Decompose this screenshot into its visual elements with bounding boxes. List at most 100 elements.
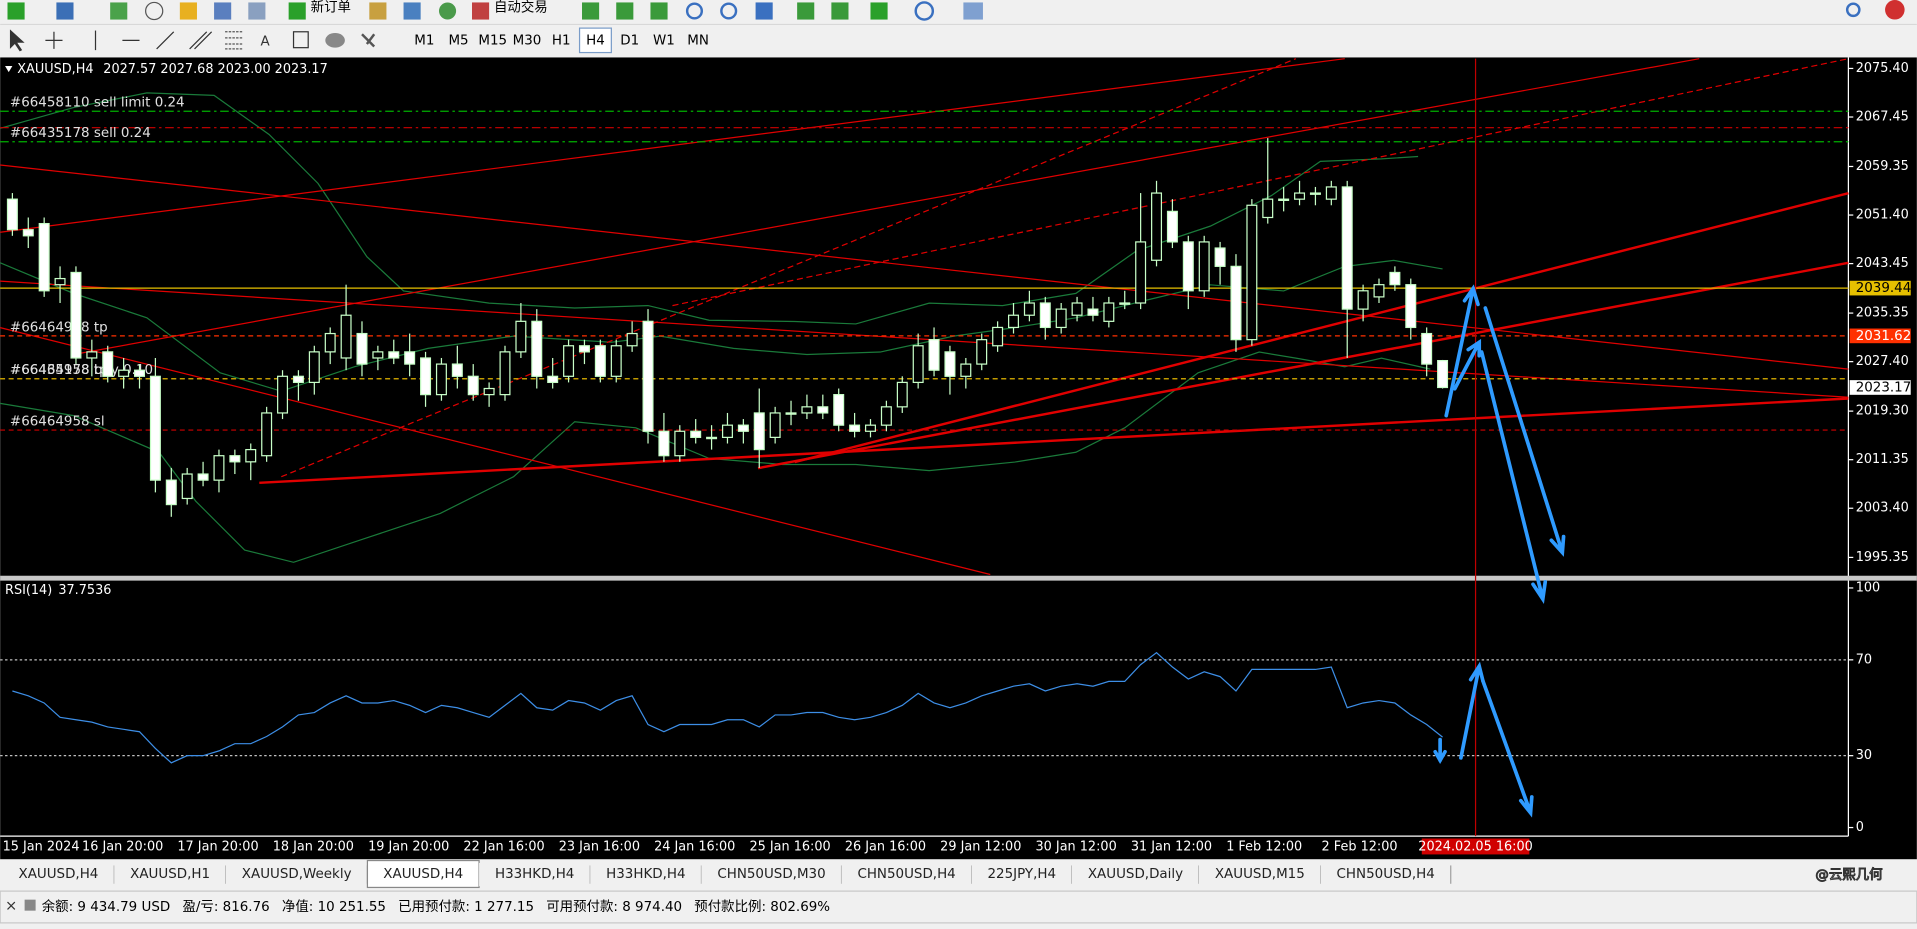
candle-body (1039, 302, 1051, 329)
order-label: #66435178 tp (10, 363, 108, 378)
candle-body (1166, 210, 1178, 243)
candle-body (1389, 271, 1401, 286)
tab-label[interactable]: XAUUSD,Weekly (242, 867, 352, 882)
icon[interactable] (248, 2, 266, 20)
tab[interactable] (590, 862, 702, 887)
tab[interactable] (1071, 862, 1199, 887)
tab-label[interactable]: 225JPY,H4 (988, 867, 1057, 882)
tab-label[interactable]: XAUUSD,H1 (130, 867, 210, 882)
icon[interactable] (755, 2, 773, 20)
rsi-pane: RSI(14) 37.7536 100 70 30 0 (0, 580, 1880, 835)
icon[interactable] (403, 2, 421, 20)
tab[interactable] (1198, 862, 1321, 887)
timeframe-button[interactable]: H4 (586, 33, 605, 48)
icon[interactable] (650, 2, 668, 20)
crosshair-tool[interactable] (45, 31, 63, 49)
candle-body (1405, 284, 1417, 329)
icon[interactable] (179, 2, 197, 20)
price-box (1849, 280, 1911, 296)
auto-trading-icon[interactable] (471, 2, 490, 20)
tab-label[interactable]: CHN50USD,H4 (857, 867, 955, 882)
icon[interactable] (914, 1, 935, 21)
icon[interactable] (56, 2, 74, 20)
fibo-tool[interactable] (225, 31, 243, 50)
candle-body (753, 412, 765, 451)
tab-label[interactable]: XAUUSD,H4 (383, 867, 463, 882)
tab-label[interactable]: H33HKD,H4 (495, 867, 574, 882)
icon[interactable] (582, 2, 600, 20)
icon[interactable] (870, 2, 888, 20)
timeframes: M1 M5 M15 M30 H1 H4 D1 W1 MN (414, 27, 709, 54)
notification-icon[interactable] (1885, 0, 1905, 20)
x-tick-label: 2 Feb 12:00 (1322, 840, 1398, 855)
cursor-tool[interactable] (9, 29, 25, 52)
band-upper (0, 92, 1419, 325)
close-icon[interactable] (7, 901, 16, 910)
tab[interactable] (971, 862, 1072, 887)
x-tick-label: 16 Jan 20:00 (82, 840, 163, 855)
price-pane: XAUUSD,H4 2027.57 2027.68 2023.00 2023.17… (0, 58, 1909, 576)
tab-label[interactable]: XAUUSD,Daily (1088, 867, 1183, 882)
tab-label[interactable]: H33HKD,H4 (606, 867, 685, 882)
candle-body (880, 406, 892, 426)
icon[interactable] (110, 2, 128, 20)
tab-label[interactable]: XAUUSD,H4 (18, 867, 98, 882)
icon[interactable] (685, 2, 704, 20)
search-icon[interactable] (1845, 2, 1861, 18)
tab[interactable] (701, 862, 842, 887)
tabs: XAUUSD,H4 XAUUSD,H1 XAUUSD,Weekly XAUUSD,H4… (2, 859, 1452, 889)
rsi-title: RSI(14) (5, 583, 52, 598)
arrow-tool[interactable] (361, 33, 376, 48)
icon[interactable] (145, 1, 164, 21)
timeframe-button[interactable]: W1 (653, 33, 675, 48)
icon[interactable] (7, 2, 25, 20)
trendline-tool[interactable] (156, 31, 175, 50)
candle-body (817, 406, 829, 414)
tab[interactable] (1320, 862, 1451, 887)
icon[interactable] (963, 2, 983, 20)
icon[interactable] (369, 2, 387, 20)
shape-tool[interactable] (325, 33, 345, 48)
tab[interactable] (114, 862, 226, 887)
order-label: #66435178 sell 0.24 (10, 126, 151, 141)
timeframe-button[interactable]: M5 (448, 33, 468, 48)
timeframe-button[interactable]: M1 (414, 33, 434, 48)
x-tick-label: 30 Jan 12:00 (1036, 840, 1117, 855)
pane-separator (0, 575, 1917, 581)
channel-tool[interactable] (189, 31, 213, 50)
text-tool[interactable]: A (261, 35, 271, 50)
icon[interactable] (720, 2, 738, 20)
x-tick-label: 24 Jan 16:00 (654, 840, 735, 855)
icon[interactable] (831, 2, 849, 20)
timeframe-button[interactable]: M30 (513, 33, 542, 48)
tab-label[interactable]: CHN50USD,H4 (1337, 867, 1435, 882)
tab[interactable] (479, 862, 591, 887)
auto-trading-button[interactable]: 自动交易 (494, 0, 548, 15)
candle-body (483, 387, 495, 396)
candle-body (944, 351, 956, 377)
timeframe-button[interactable]: H1 (552, 33, 571, 48)
icon[interactable] (438, 2, 457, 20)
candle-body (928, 339, 940, 371)
new-order-icon[interactable] (288, 2, 306, 20)
tab[interactable] (841, 862, 972, 887)
icon[interactable] (214, 2, 232, 20)
candle-body (1373, 284, 1385, 298)
new-order-button[interactable]: 新订单 (311, 0, 351, 15)
timeframe-button[interactable]: M15 (478, 33, 507, 48)
icon[interactable] (797, 2, 815, 20)
candle-body (149, 375, 161, 481)
candle-body (515, 320, 527, 353)
tab[interactable] (225, 862, 368, 887)
tab-active[interactable] (366, 859, 480, 889)
tab[interactable] (2, 862, 115, 887)
candle-body (674, 430, 686, 457)
arrow (1444, 284, 1480, 418)
price-box (1849, 328, 1911, 344)
timeframe-button[interactable]: MN (687, 33, 709, 48)
tab-label[interactable]: CHN50USD,M30 (717, 867, 825, 882)
icon[interactable] (616, 2, 634, 20)
tab-label[interactable]: XAUUSD,M15 (1215, 867, 1305, 882)
label-tool[interactable] (292, 31, 309, 49)
timeframe-button[interactable]: D1 (620, 33, 639, 48)
